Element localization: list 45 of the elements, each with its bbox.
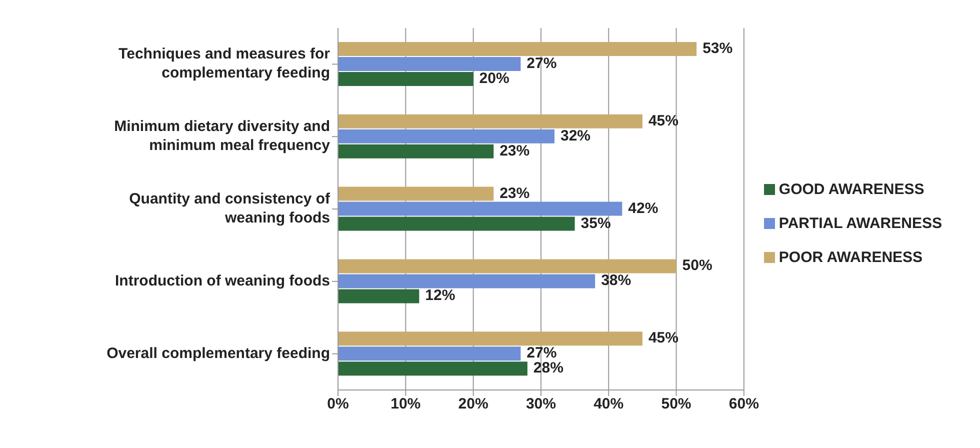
data-label: 42%: [628, 200, 658, 217]
legend-label: PARTIAL AWARENESS: [778, 215, 942, 232]
bar: [338, 346, 521, 361]
bar: [338, 72, 474, 86]
data-label: 28%: [533, 360, 564, 377]
bar: [338, 274, 596, 288]
x-tick-label: 60%: [728, 396, 759, 413]
y-tick-label: Techniques and measures for complementary feeding: [118, 46, 330, 82]
x-tick-label: 30%: [526, 396, 556, 413]
bar: [338, 332, 642, 346]
y-tick-label: Quantity and consistency of weaning foods: [129, 190, 331, 226]
y-tick-label: Minimum dietary diversity and minimum meal frequency: [114, 118, 331, 154]
data-label: 45%: [648, 330, 678, 347]
bar: [338, 259, 676, 274]
data-label: 35%: [580, 214, 611, 232]
bar: [338, 114, 642, 128]
data-label: 20%: [479, 70, 510, 87]
x-tick-label: 40%: [594, 396, 624, 413]
bar: [338, 129, 554, 144]
x-tick-label: 10%: [390, 396, 421, 413]
data-label: 38%: [601, 272, 632, 290]
x-tick-label: 0%: [327, 396, 349, 413]
x-tick-label: 20%: [458, 396, 488, 413]
y-tick-label: Overall complementary feeding: [106, 344, 330, 362]
bar: [338, 57, 521, 71]
bar: [338, 42, 697, 56]
legend-label: POOR AWARENESS: [778, 249, 923, 266]
data-label: 23%: [500, 184, 530, 202]
data-label: 23%: [500, 142, 530, 160]
data-label: 50%: [682, 257, 712, 274]
bar: [338, 216, 575, 231]
y-tick-label: Introduction of weaning foods: [115, 272, 330, 290]
legend-label: GOOD AWARENESS: [778, 181, 924, 198]
data-label: 27%: [526, 54, 557, 72]
bar: [338, 362, 528, 376]
bar: [338, 186, 494, 201]
data-label: 45%: [648, 112, 678, 130]
data-label: 27%: [526, 344, 557, 362]
bar: [338, 289, 420, 304]
bar: [338, 202, 622, 216]
data-label: 32%: [560, 127, 591, 144]
x-tick-label: 50%: [661, 396, 692, 413]
data-label: 12%: [425, 287, 456, 304]
bar: [338, 144, 494, 158]
data-label: 53%: [702, 40, 733, 57]
